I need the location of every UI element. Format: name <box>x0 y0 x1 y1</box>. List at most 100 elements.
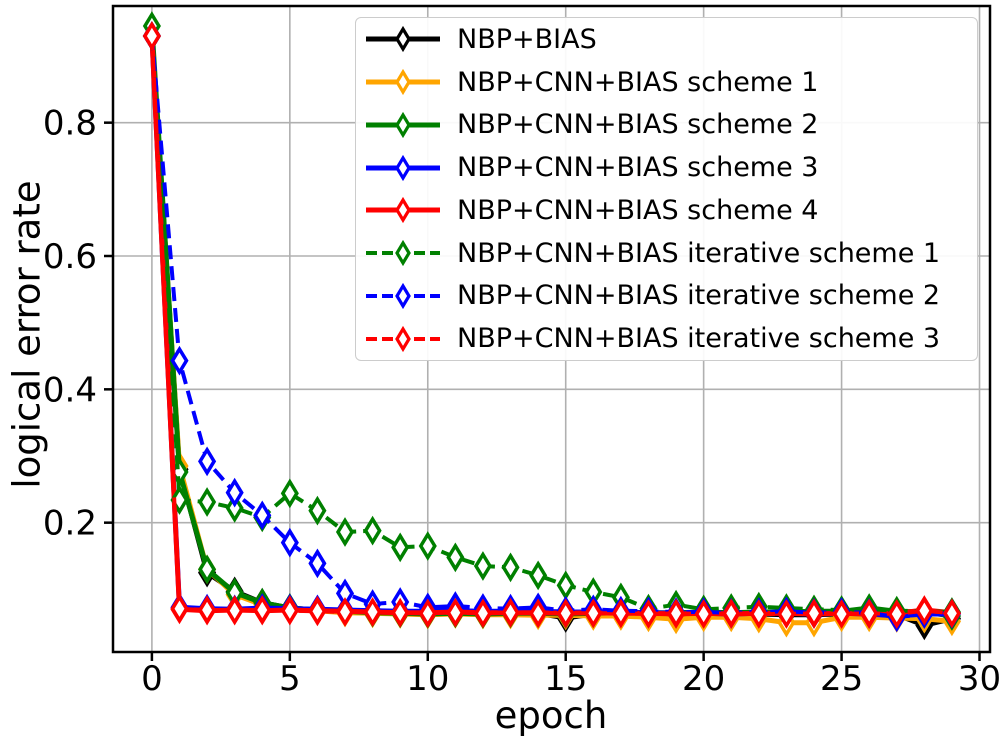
data-point-marker <box>280 527 299 558</box>
legend-item-5: NBP+CNN+BIAS iterative scheme 1 <box>356 232 977 275</box>
data-point-marker <box>142 21 161 51</box>
legend-item-0: NBP+BIAS <box>356 18 977 61</box>
data-point-marker <box>280 478 299 509</box>
data-point-marker <box>308 495 327 526</box>
legend-label: NBP+CNN+BIAS iterative scheme 1 <box>457 237 941 269</box>
legend-sample-line <box>366 282 440 309</box>
data-point-marker <box>832 599 851 629</box>
x-tick-label: 0 <box>141 659 163 699</box>
legend-label: NBP+BIAS <box>457 23 597 55</box>
data-point-marker <box>639 599 658 629</box>
data-point-marker <box>529 560 548 591</box>
data-point-marker <box>170 345 189 376</box>
data-point-marker <box>446 597 465 628</box>
data-point-marker <box>170 485 189 515</box>
data-point-marker <box>363 597 382 627</box>
legend-label: NBP+CNN+BIAS scheme 2 <box>457 109 819 141</box>
data-point-marker <box>308 596 327 627</box>
legend-sample-line <box>366 26 440 53</box>
data-point-marker <box>473 551 492 581</box>
data-point-marker <box>225 477 244 508</box>
legend-sample-line <box>366 69 440 96</box>
data-point-marker <box>418 598 437 629</box>
data-point-marker <box>395 240 411 267</box>
data-point-marker <box>749 599 768 629</box>
data-point-marker <box>667 598 686 629</box>
data-point-marker <box>942 598 961 629</box>
x-axis-label: epoch <box>494 694 608 737</box>
data-point-marker <box>335 517 355 547</box>
legend-item-3: NBP+CNN+BIAS scheme 3 <box>356 146 977 189</box>
data-point-marker <box>915 595 934 626</box>
data-point-marker <box>395 111 411 138</box>
data-point-marker <box>395 26 411 53</box>
data-point-marker <box>198 595 217 625</box>
data-point-marker <box>722 598 741 629</box>
y-tick-label: 0.2 <box>43 504 97 544</box>
legend-sample-line <box>366 240 440 267</box>
plot-frame <box>111 4 992 654</box>
legend-sample-line <box>366 154 440 181</box>
data-point-marker <box>473 598 492 629</box>
legend-sample-line <box>366 325 440 352</box>
legend-item-7: NBP+CNN+BIAS iterative scheme 3 <box>356 317 977 360</box>
legend-item-4: NBP+CNN+BIAS scheme 4 <box>356 189 977 232</box>
data-point-marker <box>170 593 189 624</box>
data-point-marker <box>556 570 575 601</box>
data-point-marker <box>529 598 548 629</box>
x-tick-label: 20 <box>682 659 725 699</box>
legend-item-1: NBP+CNN+BIAS scheme 1 <box>356 61 977 104</box>
data-point-marker <box>777 599 796 629</box>
data-point-marker <box>253 500 272 531</box>
data-point-marker <box>198 446 217 477</box>
data-point-marker <box>395 282 411 309</box>
data-point-marker <box>446 542 465 573</box>
data-point-marker <box>395 325 411 352</box>
legend-sample-line <box>366 197 440 224</box>
legend-label: NBP+CNN+BIAS scheme 4 <box>457 194 819 226</box>
legend-item-6: NBP+CNN+BIAS iterative scheme 2 <box>356 275 977 318</box>
y-tick-label: 0.8 <box>43 104 97 144</box>
legend-label: NBP+CNN+BIAS scheme 1 <box>457 66 819 98</box>
data-point-marker <box>395 197 411 224</box>
data-point-marker <box>584 598 603 629</box>
x-tick-label: 10 <box>406 659 449 699</box>
data-point-marker <box>335 597 355 627</box>
legend-label: NBP+CNN+BIAS scheme 3 <box>457 152 819 184</box>
legend-label: NBP+CNN+BIAS iterative scheme 2 <box>457 280 941 312</box>
data-point-marker <box>611 598 630 629</box>
data-point-marker <box>501 597 520 628</box>
y-axis-label: logical error rate <box>5 180 49 489</box>
data-point-marker <box>501 552 520 583</box>
x-tick-label: 30 <box>958 659 1000 699</box>
data-point-marker <box>225 595 244 626</box>
data-point-marker <box>887 599 906 629</box>
data-point-marker <box>198 554 217 585</box>
data-point-marker <box>418 531 437 561</box>
y-tick-label: 0.4 <box>43 370 97 410</box>
data-point-marker <box>308 548 327 579</box>
x-tick-label: 5 <box>279 659 301 699</box>
data-point-marker <box>556 598 575 629</box>
x-tick-label: 15 <box>544 659 587 699</box>
x-tick-label: 25 <box>820 659 863 699</box>
data-point-marker <box>804 598 824 629</box>
data-point-marker <box>391 532 410 563</box>
legend-label: NBP+CNN+BIAS iterative scheme 3 <box>457 323 941 355</box>
legend-sample-line <box>366 111 440 138</box>
data-point-marker <box>694 599 713 629</box>
y-tick-label: 0.6 <box>43 237 97 277</box>
series-7 <box>142 21 961 629</box>
legend-item-2: NBP+CNN+BIAS scheme 2 <box>356 104 977 147</box>
data-point-marker <box>860 598 879 629</box>
data-point-marker <box>395 69 411 96</box>
data-point-marker <box>198 487 217 517</box>
legend: NBP+BIAS NBP+CNN+BIAS scheme 1 NBP+CNN+BIA… <box>355 17 978 361</box>
data-point-marker <box>253 595 272 625</box>
data-point-marker <box>225 493 244 523</box>
data-point-marker <box>395 154 411 181</box>
data-point-marker <box>391 597 410 628</box>
data-point-marker <box>280 595 299 626</box>
